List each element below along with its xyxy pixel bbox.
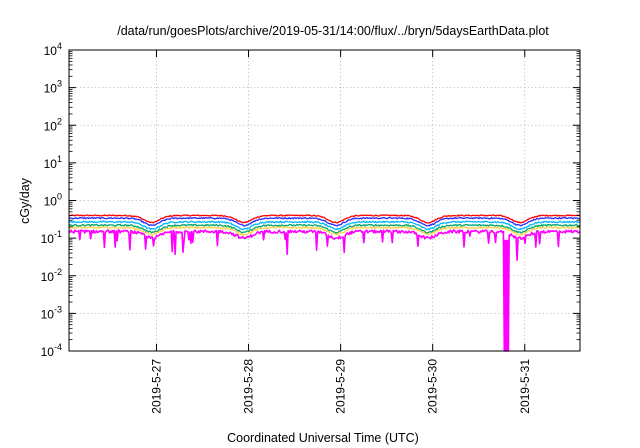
y-axis: 10-4 10-3 10-2 10-1 100 101 102 103 104 [41, 41, 580, 359]
series-line [68, 223, 581, 234]
series-line [68, 214, 581, 224]
series-line [68, 216, 581, 227]
y-tick-label: 10-4 [41, 342, 62, 359]
x-tick-label: 2019-5-30 [426, 359, 440, 414]
y-axis-label: cGy/day [18, 177, 32, 224]
y-tick-label: 10-1 [41, 229, 62, 246]
series-layer [68, 214, 581, 352]
dropout-mark [503, 239, 510, 351]
series-line [68, 229, 581, 352]
y-tick-label: 101 [44, 154, 62, 171]
x-axis-label: Coordinated Universal Time (UTC) [227, 431, 419, 445]
x-tick-label: 2019-5-29 [334, 359, 348, 414]
y-tick-label: 10-3 [41, 304, 62, 321]
series-line [68, 220, 581, 231]
chart-title: /data/run/goesPlots/archive/2019-05-31/1… [117, 24, 549, 38]
y-tick-label: 100 [44, 192, 62, 209]
y-tick-label: 10-2 [41, 267, 62, 284]
x-tick-label: 2019-5-28 [242, 359, 256, 414]
x-axis: 2019-5-27 2019-5-28 2019-5-29 2019-5-30 2019… [149, 50, 532, 414]
x-tick-label: 2019-5-31 [518, 359, 532, 414]
y-tick-label: 102 [44, 116, 62, 133]
y-tick-label: 104 [44, 41, 62, 58]
y-tick-label: 103 [44, 79, 62, 96]
series-line [68, 226, 581, 236]
x-tick-label: 2019-5-27 [149, 359, 163, 414]
